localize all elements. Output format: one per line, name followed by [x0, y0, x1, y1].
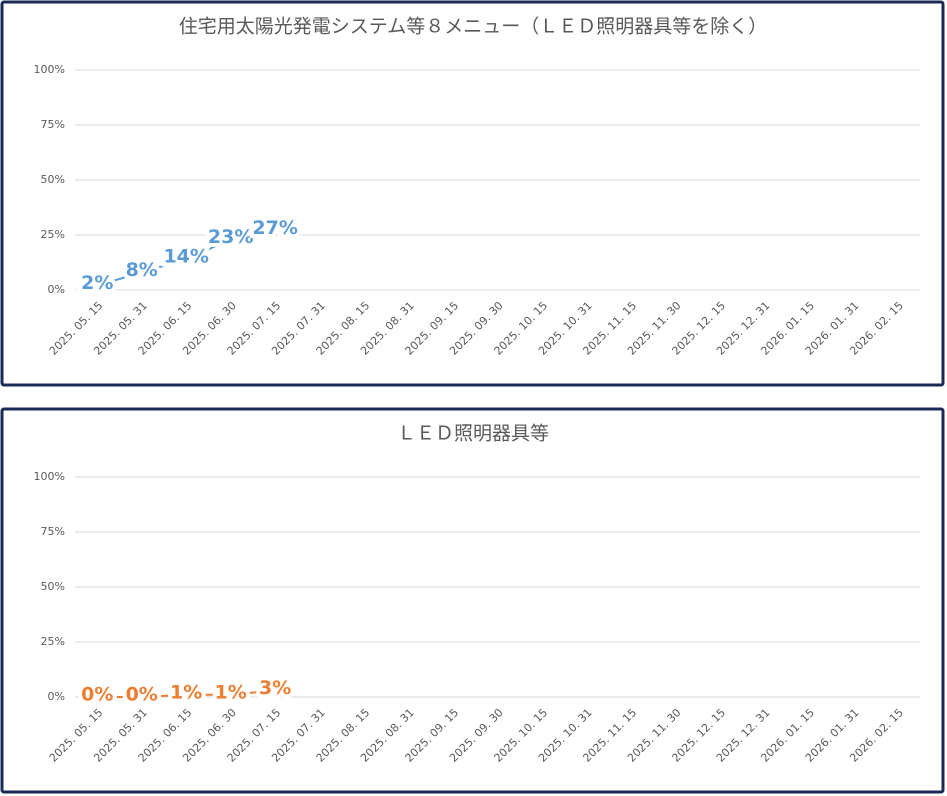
y-tick-label: 100% [34, 63, 65, 76]
data-label: 3% [259, 677, 291, 699]
y-tick-label: 100% [34, 470, 65, 483]
data-label: 2% [81, 272, 113, 294]
y-tick-label: 25% [41, 635, 65, 648]
chart-title: ＬＥＤ照明器具等 [397, 423, 549, 445]
data-line [97, 689, 276, 698]
data-label: 8% [126, 259, 158, 281]
y-tick-label: 0% [48, 283, 65, 296]
chart-frame [0, 407, 945, 794]
chart-frame [0, 0, 945, 387]
y-tick-label: 75% [41, 118, 65, 131]
data-label: 23% [208, 226, 253, 248]
data-label: 0% [81, 684, 113, 706]
y-tick-label: 75% [41, 525, 65, 538]
y-tick-label: 25% [41, 228, 65, 241]
data-label: 1% [215, 681, 247, 703]
data-label: 14% [163, 246, 208, 268]
y-tick-label: 50% [41, 580, 65, 593]
data-line [96, 229, 276, 287]
data-label: 1% [170, 681, 202, 703]
data-label: 0% [126, 684, 158, 706]
chart-title: 住宅用太陽光発電システム等８メニュー（ＬＥＤ照明器具等を除く） [179, 16, 767, 38]
data-label: 27% [252, 217, 297, 239]
y-tick-label: 50% [41, 173, 65, 186]
y-tick-label: 0% [48, 690, 65, 703]
